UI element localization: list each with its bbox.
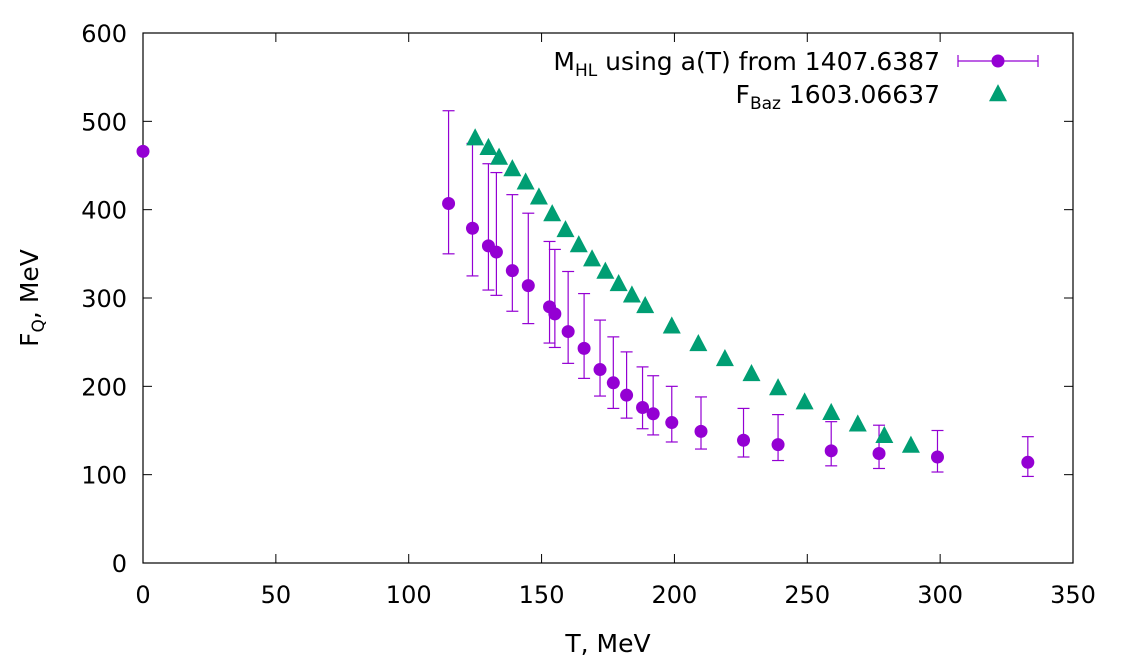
data-point: [694, 424, 708, 438]
legend-marker-0: [991, 54, 1005, 68]
data-point: [665, 416, 679, 430]
data-point: [622, 285, 641, 303]
data-point: [620, 388, 634, 402]
data-point: [901, 435, 920, 453]
data-point: [742, 364, 761, 382]
data-point: [636, 296, 655, 314]
data-point: [596, 261, 615, 279]
y-axis-title-suffix: , MeV: [15, 249, 44, 319]
data-point: [465, 221, 479, 235]
data-point: [521, 279, 535, 293]
y-tick-label: 200: [81, 373, 127, 401]
y-tick-label: 300: [81, 285, 127, 313]
x-tick-label: 300: [917, 581, 963, 609]
data-point: [593, 363, 607, 377]
data-point: [577, 341, 591, 355]
x-tick-label: 150: [519, 581, 565, 609]
data-point: [606, 376, 620, 390]
data-point: [503, 159, 522, 177]
data-point: [556, 220, 575, 238]
data-point: [543, 204, 562, 222]
data-point: [529, 187, 548, 205]
legend-label-1: FBaz 1603.06637: [736, 80, 940, 114]
x-tick-label: 250: [784, 581, 830, 609]
legend-label-main: F: [736, 80, 750, 109]
data-point: [561, 325, 575, 339]
data-point: [1021, 455, 1035, 469]
data-point: [689, 334, 708, 352]
legend-marker-1: [989, 84, 1007, 102]
data-point: [771, 438, 785, 452]
legend-label-main: M: [553, 47, 575, 76]
axes: 0 50 100 150 200 250 300 350 0 100 200 300 400 500 600: [81, 20, 1096, 609]
data-point: [636, 401, 650, 415]
data-point: [548, 307, 562, 321]
data-point: [466, 128, 485, 146]
data-point: [646, 407, 660, 421]
data-point: [872, 446, 886, 460]
data-point: [822, 402, 841, 421]
legend-label-0: MHL using a(T) from 1407.6387: [553, 47, 940, 81]
data-point: [715, 349, 734, 367]
x-tick-label: 100: [386, 581, 432, 609]
y-axis-title-main: F: [15, 332, 44, 346]
data-point: [505, 264, 519, 278]
data-point: [516, 172, 535, 190]
legend-label-rest: 1603.06637: [781, 80, 940, 109]
series-0: [136, 110, 1035, 478]
data-point: [583, 249, 602, 267]
x-axis-title: T, MeV: [564, 629, 650, 658]
legend-label-rest: using a(T) from 1407.6387: [597, 47, 940, 76]
data-marks: [136, 110, 1035, 478]
data-point: [795, 392, 814, 410]
data-point: [569, 235, 588, 253]
data-point: [609, 273, 628, 292]
y-tick-label: 100: [81, 462, 127, 490]
data-point: [662, 316, 681, 334]
y-axis-title-sub: Q: [29, 319, 49, 332]
x-tick-label: 200: [652, 581, 698, 609]
data-point: [769, 378, 788, 396]
y-tick-label: 500: [81, 108, 127, 136]
data-point: [824, 444, 838, 458]
x-tick-label: 350: [1050, 581, 1096, 609]
data-point: [930, 450, 944, 464]
y-tick-label: 0: [112, 550, 127, 578]
data-point: [490, 147, 509, 165]
data-point: [479, 137, 498, 156]
series-1: [466, 128, 920, 453]
y-axis-title: FQ, MeV: [15, 249, 49, 347]
data-point: [136, 144, 150, 158]
data-point: [848, 414, 867, 432]
data-point: [489, 245, 503, 259]
data-point: [875, 425, 894, 443]
legend-label-sub: Baz: [750, 94, 781, 114]
x-tick-label: 50: [261, 581, 292, 609]
legend-label-sub: HL: [575, 61, 598, 81]
y-tick-label: 400: [81, 197, 127, 225]
data-point: [737, 433, 751, 447]
y-tick-label: 600: [81, 20, 127, 48]
data-point: [442, 196, 456, 210]
x-tick-label: 0: [135, 581, 150, 609]
